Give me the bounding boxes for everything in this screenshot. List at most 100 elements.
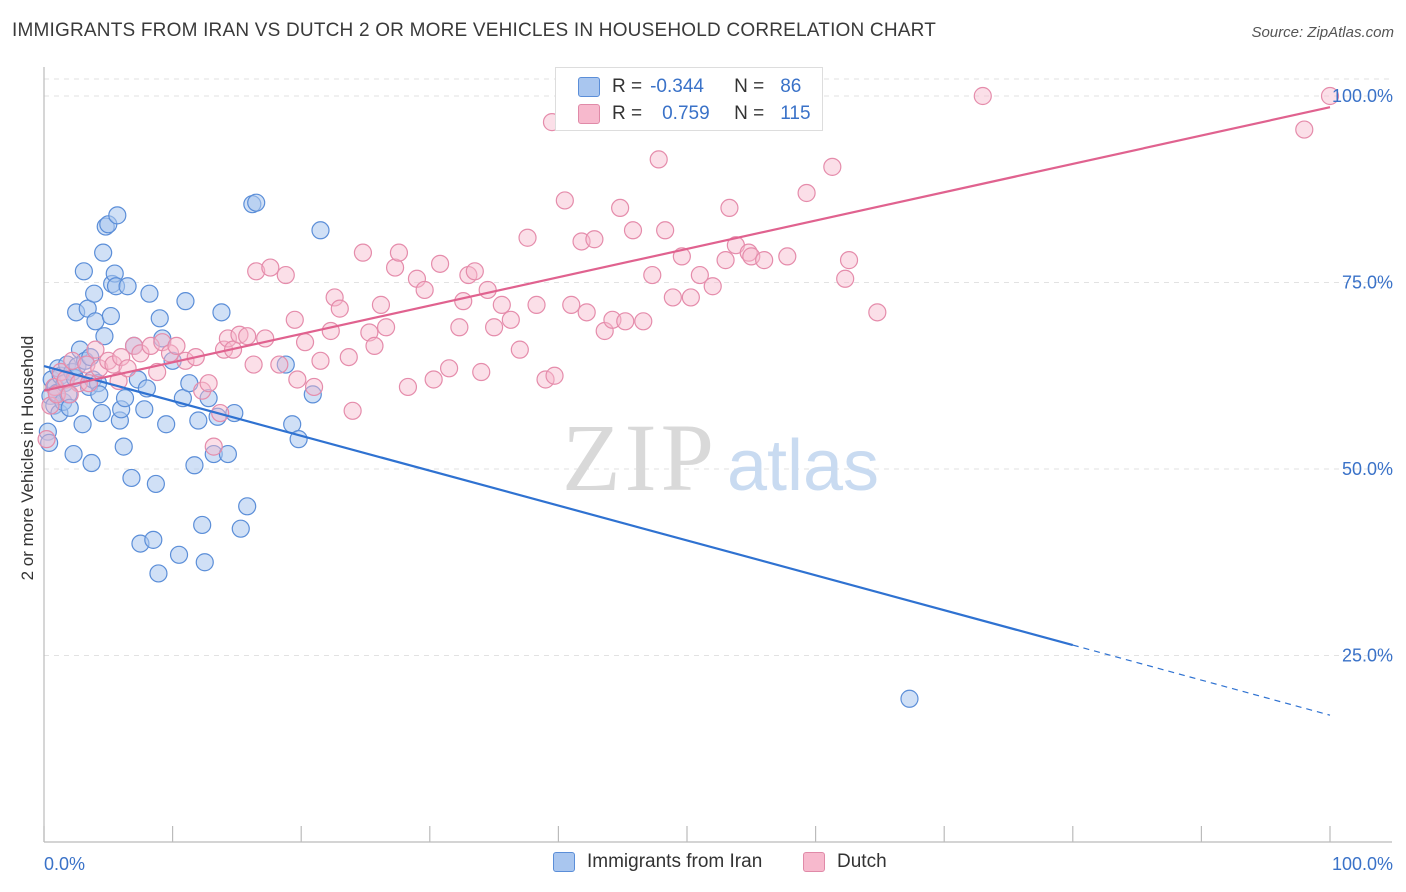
data-point-dutch <box>385 258 405 277</box>
data-point-dutch <box>430 254 450 273</box>
data-point-dutch <box>518 228 537 247</box>
trend-line-dutch <box>43 106 1331 392</box>
x-tick-label: 0.0% <box>44 854 85 874</box>
data-point-dutch <box>37 430 56 449</box>
data-point-iran <box>303 385 322 404</box>
data-point-iran <box>146 474 165 494</box>
series-dutch <box>37 86 1340 456</box>
data-point-iran <box>64 444 83 464</box>
data-point-dutch <box>720 198 739 217</box>
data-point-dutch <box>611 198 630 217</box>
data-point-dutch <box>230 325 249 344</box>
data-point-dutch <box>973 86 992 106</box>
data-point-iran <box>157 415 176 434</box>
data-point-dutch <box>1320 86 1340 106</box>
data-point-dutch <box>623 221 643 240</box>
data-point-dutch <box>288 370 307 389</box>
data-point-dutch <box>465 262 484 281</box>
trend-line-iran <box>43 364 1074 647</box>
data-point-dutch <box>353 243 373 262</box>
data-point-iran <box>101 306 120 326</box>
trend-line-iran-extension <box>1072 644 1331 716</box>
data-point-dutch <box>376 318 396 337</box>
data-point-iran <box>94 243 113 262</box>
legend-r-label: R = <box>612 103 643 124</box>
data-point-dutch <box>261 258 280 277</box>
data-point-dutch <box>450 318 469 337</box>
data-point-iran <box>199 389 218 408</box>
axes <box>43 67 1392 843</box>
data-point-dutch <box>562 295 581 314</box>
data-point-dutch <box>868 303 887 322</box>
data-point-iran <box>176 292 195 311</box>
data-point-dutch <box>60 385 79 404</box>
legend-row-iran: R = -0.344 N = 86 <box>578 75 801 99</box>
legend-r-value: 0.759 <box>662 103 710 124</box>
data-point-dutch <box>555 191 574 210</box>
data-point-dutch <box>485 318 504 337</box>
legend-n-label: N = <box>734 103 765 124</box>
data-point-dutch <box>86 340 105 359</box>
data-point-dutch <box>325 288 344 307</box>
data-point-dutch <box>63 351 82 370</box>
data-point-iran <box>276 355 295 374</box>
data-point-iran <box>185 456 204 475</box>
data-point-dutch <box>545 366 564 385</box>
bottom-legend-label-dutch: Dutch <box>837 851 887 872</box>
data-point-iran <box>115 389 135 408</box>
data-point-dutch <box>204 437 223 456</box>
data-point-dutch <box>199 374 218 393</box>
legend-n-value: 115 <box>780 103 811 124</box>
data-point-dutch <box>836 269 855 288</box>
y-tick-label: 50.0% <box>1342 459 1393 479</box>
data-point-dutch <box>663 288 682 307</box>
data-point-iran <box>122 468 141 488</box>
data-point-iran <box>73 415 92 434</box>
data-point-dutch <box>112 348 131 367</box>
data-point-dutch <box>415 280 434 300</box>
data-point-iran <box>95 327 114 346</box>
data-point-dutch <box>823 157 842 176</box>
legend-swatch-iran <box>578 77 600 97</box>
data-point-dutch <box>501 310 520 329</box>
data-point-iran <box>238 497 257 516</box>
data-point-dutch <box>536 370 555 389</box>
data-point-iran <box>118 277 137 296</box>
data-point-dutch <box>244 355 263 374</box>
data-point-dutch <box>285 310 304 329</box>
data-point-dutch <box>690 265 709 285</box>
y-axis-label: 2 or more Vehicles in Household <box>18 335 37 581</box>
data-point-dutch <box>41 396 60 415</box>
data-point-dutch <box>1295 120 1314 139</box>
legend-n-value: 86 <box>780 76 802 97</box>
data-point-iran <box>140 284 159 303</box>
data-point-iran <box>92 403 111 423</box>
bottom-legend-label-iran: Immigrants from Iran <box>587 851 763 872</box>
data-point-dutch <box>616 312 635 331</box>
data-point-dutch <box>218 329 237 348</box>
bottom-legend-iran: Immigrants from Iran <box>553 851 762 873</box>
data-point-dutch <box>839 251 859 270</box>
data-point-iran <box>82 453 101 473</box>
legend-row-dutch: R = 0.759 N = 115 <box>578 102 811 126</box>
data-point-dutch <box>492 295 511 314</box>
data-point-iran <box>900 689 919 708</box>
data-point-dutch <box>360 323 379 342</box>
data-point-dutch <box>167 336 186 356</box>
bottom-legend-swatch-dutch <box>803 852 825 872</box>
data-point-iran <box>135 400 154 419</box>
trend-lines <box>43 106 1331 716</box>
data-point-dutch <box>371 295 391 314</box>
data-point-dutch <box>656 221 675 240</box>
data-point-dutch <box>295 333 315 352</box>
data-point-dutch <box>131 344 150 363</box>
data-point-dutch <box>681 288 700 307</box>
data-point-dutch <box>104 355 123 374</box>
y-tick-label: 75.0% <box>1342 273 1393 293</box>
x-tick-label: 100.0% <box>1332 854 1393 874</box>
data-point-dutch <box>141 336 160 356</box>
data-point-dutch <box>398 377 418 397</box>
data-point-dutch <box>797 183 816 203</box>
data-point-dutch <box>649 150 668 169</box>
